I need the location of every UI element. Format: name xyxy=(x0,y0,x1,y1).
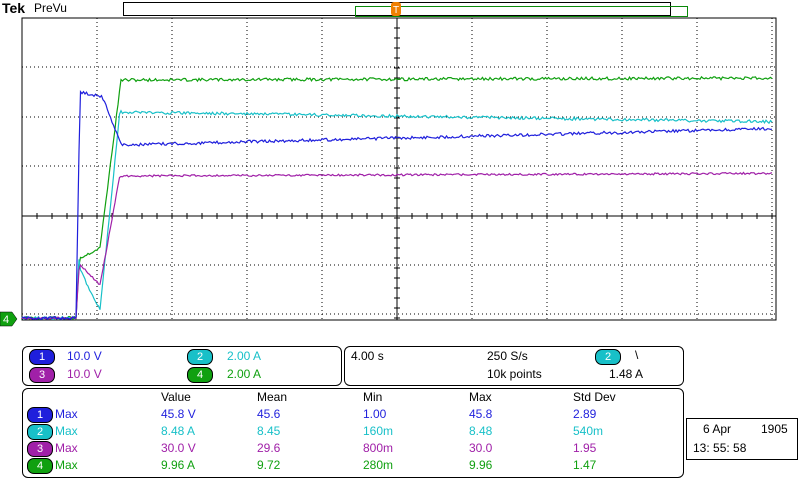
brand-logo: Tek xyxy=(2,0,26,16)
top-status-bar: Tek PreVu T xyxy=(0,0,800,20)
record-points: 10k points xyxy=(487,367,542,381)
measurements-panel[interactable]: Value Mean Min Max Std Dev 1 Max 45.8 V … xyxy=(22,388,684,478)
year-text: 1905 xyxy=(761,422,788,436)
meas-row3-stddev: 1.95 xyxy=(573,441,597,455)
svg-text:T: T xyxy=(393,5,399,16)
meas-row4-stddev: 1.47 xyxy=(573,458,597,472)
measurements-header-mean: Mean xyxy=(257,390,288,404)
date-text: 6 Apr xyxy=(703,422,732,436)
measurements-header-value: Value xyxy=(161,390,191,404)
channel-3-scale: 10.0 V xyxy=(67,367,102,381)
meas-row3-type: Max xyxy=(55,441,78,455)
meas-row1-value: 45.8 V xyxy=(161,407,196,421)
trigger-source-badge[interactable]: 2 xyxy=(595,349,621,365)
meas-row1-type: Max xyxy=(55,407,78,421)
time-text: 13: 55: 58 xyxy=(693,441,747,455)
trigger-position-icon[interactable]: T xyxy=(391,2,401,16)
meas-row3-channel-badge[interactable]: 3 xyxy=(27,441,53,457)
meas-row3-max: 30.0 xyxy=(469,441,493,455)
sample-rate: 250 S/s xyxy=(487,349,528,363)
measurements-header-max: Max xyxy=(469,390,492,404)
timebase-scale: 4.00 s xyxy=(351,349,384,363)
meas-row1-stddev: 2.89 xyxy=(573,407,597,421)
channel-3-badge[interactable]: 3 xyxy=(29,367,55,383)
meas-row1-channel-badge[interactable]: 1 xyxy=(27,407,53,423)
meas-row4-mean: 9.72 xyxy=(257,458,281,472)
trigger-slope-icon: \ xyxy=(635,348,639,362)
meas-row2-mean: 8.45 xyxy=(257,424,281,438)
ground-marker-ch4[interactable]: 4 xyxy=(0,311,18,327)
meas-row4-type: Max xyxy=(55,458,78,472)
meas-row4-channel-badge[interactable]: 4 xyxy=(27,458,53,474)
channel-1-badge[interactable]: 1 xyxy=(29,349,55,365)
trigger-level: 1.48 A xyxy=(609,367,644,381)
meas-row2-type: Max xyxy=(55,424,78,438)
channel-2-scale: 2.00 A xyxy=(227,349,262,363)
meas-row1-min: 1.00 xyxy=(363,407,387,421)
ground-marker-label: 4 xyxy=(3,314,9,326)
graticule-grid xyxy=(21,17,776,320)
channel-settings-panel[interactable]: 1 10.0 V 2 2.00 A 3 10.0 V 4 2.00 A xyxy=(22,346,342,386)
meas-row4-value: 9.96 A xyxy=(161,458,196,472)
measurements-header-stddev: Std Dev xyxy=(573,390,616,404)
meas-row2-stddev: 540m xyxy=(573,424,604,438)
channel-2-badge[interactable]: 2 xyxy=(187,349,213,365)
acquisition-mode: PreVu xyxy=(34,1,67,15)
meas-row3-mean: 29.6 xyxy=(257,441,281,455)
meas-row2-channel-badge[interactable]: 2 xyxy=(27,424,53,440)
waveform-traces xyxy=(21,75,773,321)
timebase-trigger-panel[interactable]: 4.00 s 250 S/s 2 \ 10k points 1.48 A xyxy=(344,346,684,386)
meas-row1-mean: 45.6 xyxy=(257,407,281,421)
meas-row3-value: 30.0 V xyxy=(161,441,196,455)
channel-4-badge[interactable]: 4 xyxy=(187,367,213,383)
meas-row2-value: 8.48 A xyxy=(161,424,196,438)
meas-row1-max: 45.8 xyxy=(469,407,493,421)
date-time-display[interactable]: 6 Apr 1905 13: 55: 58 xyxy=(686,418,798,460)
channel-4-scale: 2.00 A xyxy=(227,367,262,381)
channel-1-scale: 10.0 V xyxy=(67,349,102,363)
meas-row3-min: 800m xyxy=(363,441,394,455)
meas-row4-min: 280m xyxy=(363,458,394,472)
measurements-header-min: Min xyxy=(363,390,383,404)
meas-row2-max: 8.48 xyxy=(469,424,493,438)
meas-row2-min: 160m xyxy=(363,424,394,438)
meas-row4-max: 9.96 xyxy=(469,458,493,472)
display-window-indicator[interactable] xyxy=(355,6,688,17)
